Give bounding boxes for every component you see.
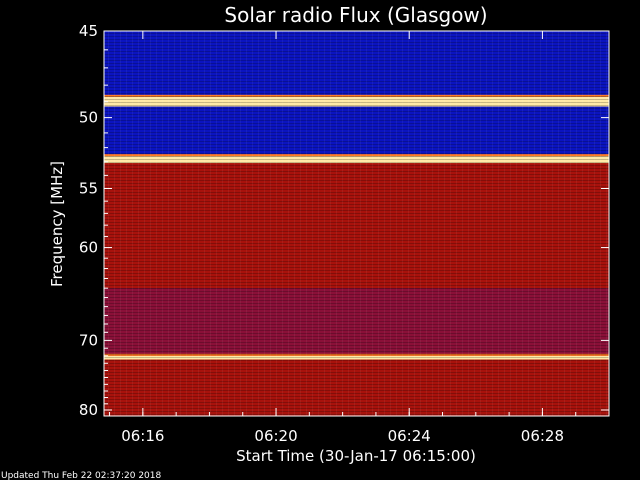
- y-tick-label: 45: [79, 22, 98, 40]
- y-tick-label: 50: [79, 109, 98, 127]
- x-axis-label: Start Time (30-Jan-17 06:15:00): [236, 447, 476, 465]
- updated-timestamp: Updated Thu Feb 22 02:37:20 2018: [1, 471, 162, 480]
- chart-title: Solar radio Flux (Glasgow): [224, 3, 487, 27]
- x-axis: 06:16 06:20 06:24 06:28: [109, 31, 610, 445]
- y-tick-label: 60: [79, 239, 98, 257]
- x-tick-label: 06:24: [388, 427, 431, 445]
- y-axis: 45 50 55 60 70 80: [79, 22, 609, 419]
- x-tick-label: 06:28: [521, 427, 564, 445]
- y-tick-label: 70: [79, 331, 98, 349]
- x-tick-label: 06:20: [254, 427, 297, 445]
- y-axis-label: Frequency [MHz]: [48, 161, 66, 287]
- plot-frame: [103, 30, 610, 417]
- x-tick-label: 06:16: [121, 427, 164, 445]
- heatmap-texture: [104, 31, 609, 416]
- y-tick-label: 80: [79, 401, 98, 419]
- y-tick-label: 55: [79, 180, 98, 198]
- heatmap-area: [104, 31, 609, 416]
